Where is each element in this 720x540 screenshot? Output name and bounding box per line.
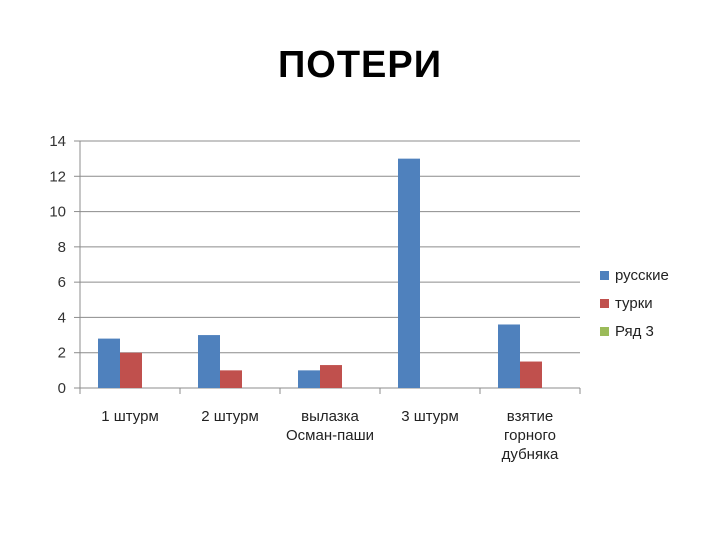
bar-russians-4: [498, 324, 520, 388]
y-tick-label: 14: [49, 133, 66, 150]
legend-label: турки: [615, 295, 653, 312]
y-tick-label: 4: [58, 309, 66, 326]
legend-label: Ряд 3: [615, 323, 654, 340]
x-category-label: 1 штурм: [101, 408, 159, 425]
page-title: ПОТЕРИ: [277, 44, 443, 86]
y-tick-label: 12: [49, 168, 66, 185]
legend-swatch: [600, 271, 609, 280]
x-category-label: 2 штурм: [201, 408, 259, 425]
bar-russians-2: [298, 370, 320, 388]
bar-russians-3: [398, 158, 420, 388]
gridlines: [80, 140, 580, 354]
legend-swatch: [600, 327, 609, 336]
legend: русские турки Ряд 3: [600, 267, 669, 340]
y-tick-label: 8: [58, 239, 66, 256]
bar-russians-1: [198, 335, 220, 388]
y-tick-label: 6: [58, 274, 66, 291]
bar-turks-2: [320, 365, 342, 388]
x-category-labels: 1 штурм 2 штурм вылазка Осман-паши 3 штурм вз…: [101, 408, 559, 463]
x-category-label: 3 штурм: [401, 408, 459, 425]
legend-label: русские: [615, 267, 669, 284]
x-category-label: вылазка Осман-паши: [286, 408, 374, 444]
y-tick-label: 10: [49, 204, 66, 221]
bar-russians-0: [98, 338, 120, 388]
legend-swatch: [600, 299, 609, 308]
bar-turks-4: [520, 361, 542, 388]
y-tick-label: 2: [58, 345, 66, 362]
bars: [98, 158, 542, 388]
y-tick-labels: 0 2 4 6 8 10 12 14: [49, 133, 66, 397]
x-category-label: взятие горного дубняка: [502, 408, 559, 463]
y-tick-label: 0: [58, 380, 66, 397]
bar-turks-0: [120, 352, 142, 388]
bar-turks-1: [220, 370, 242, 388]
